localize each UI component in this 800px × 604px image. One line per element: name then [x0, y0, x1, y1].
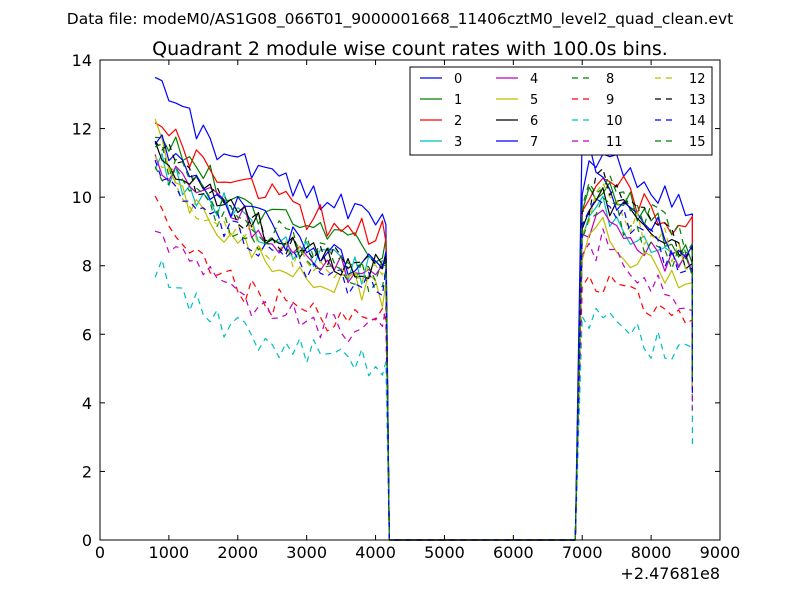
series-line-11: [154, 228, 693, 541]
series-line-4: [154, 154, 693, 541]
legend-label-13: 13: [689, 93, 706, 108]
y-tick-label: 4: [82, 394, 92, 413]
y-tick-label: 12: [72, 120, 92, 139]
axis-ticks: 0 1000 2000 3000 4000 5000 6000 7000 8000 9000 0 2 4…: [72, 51, 741, 562]
x-tick-label: 9000: [700, 543, 741, 562]
x-tick-label: 4000: [355, 543, 396, 562]
legend-label-5: 5: [530, 93, 538, 108]
x-tick-label: 1000: [149, 543, 190, 562]
legend-label-9: 9: [606, 93, 614, 108]
x-tick-label: 7000: [562, 543, 603, 562]
legend-label-12: 12: [689, 72, 706, 87]
legend-label-14: 14: [689, 114, 706, 129]
y-tick-label: 6: [82, 325, 92, 344]
series-line-12: [154, 155, 693, 541]
legend-label-3: 3: [454, 135, 462, 150]
legend-label-2: 2: [454, 114, 462, 129]
y-tick-label: 14: [72, 51, 92, 70]
y-tick-label: 8: [82, 257, 92, 276]
series-line-2: [154, 122, 693, 541]
series-line-0: [154, 76, 693, 541]
legend-label-7: 7: [530, 135, 538, 150]
legend-label-0: 0: [454, 72, 462, 87]
x-tick-label: 5000: [424, 543, 465, 562]
x-tick-label: 0: [95, 543, 105, 562]
legend-label-6: 6: [530, 114, 538, 129]
series-line-15: [154, 143, 693, 541]
y-tick-label: 0: [82, 531, 92, 550]
y-tick-label: 2: [82, 462, 92, 481]
chart-title: Quadrant 2 module wise count rates with …: [152, 38, 668, 60]
x-tick-label: 8000: [631, 543, 672, 562]
legend-box: [409, 66, 713, 156]
x-tick-label: 3000: [286, 543, 327, 562]
y-tick-label: 10: [72, 188, 92, 207]
legend-label-11: 11: [606, 135, 623, 150]
series-line-6: [154, 141, 693, 541]
plot-frame: [99, 59, 721, 541]
series-line-5: [154, 118, 693, 541]
legend-label-1: 1: [454, 93, 462, 108]
legend-label-15: 15: [689, 135, 706, 150]
series-line-14: [154, 159, 693, 541]
x-axis-offset-label: +2.47681e8: [620, 564, 720, 583]
legend-label-10: 10: [606, 114, 623, 129]
x-tick-label: 2000: [217, 543, 258, 562]
x-tick-label: 6000: [493, 543, 534, 562]
series-line-9: [154, 195, 693, 541]
series-line-10: [154, 259, 693, 541]
legend-label-8: 8: [606, 72, 614, 87]
plot-area: [154, 76, 693, 541]
legend-label-4: 4: [530, 72, 538, 87]
series-line-13: [154, 140, 693, 541]
chart-suptitle: Data file: modeM0/AS1G08_066T01_90000016…: [67, 10, 733, 29]
